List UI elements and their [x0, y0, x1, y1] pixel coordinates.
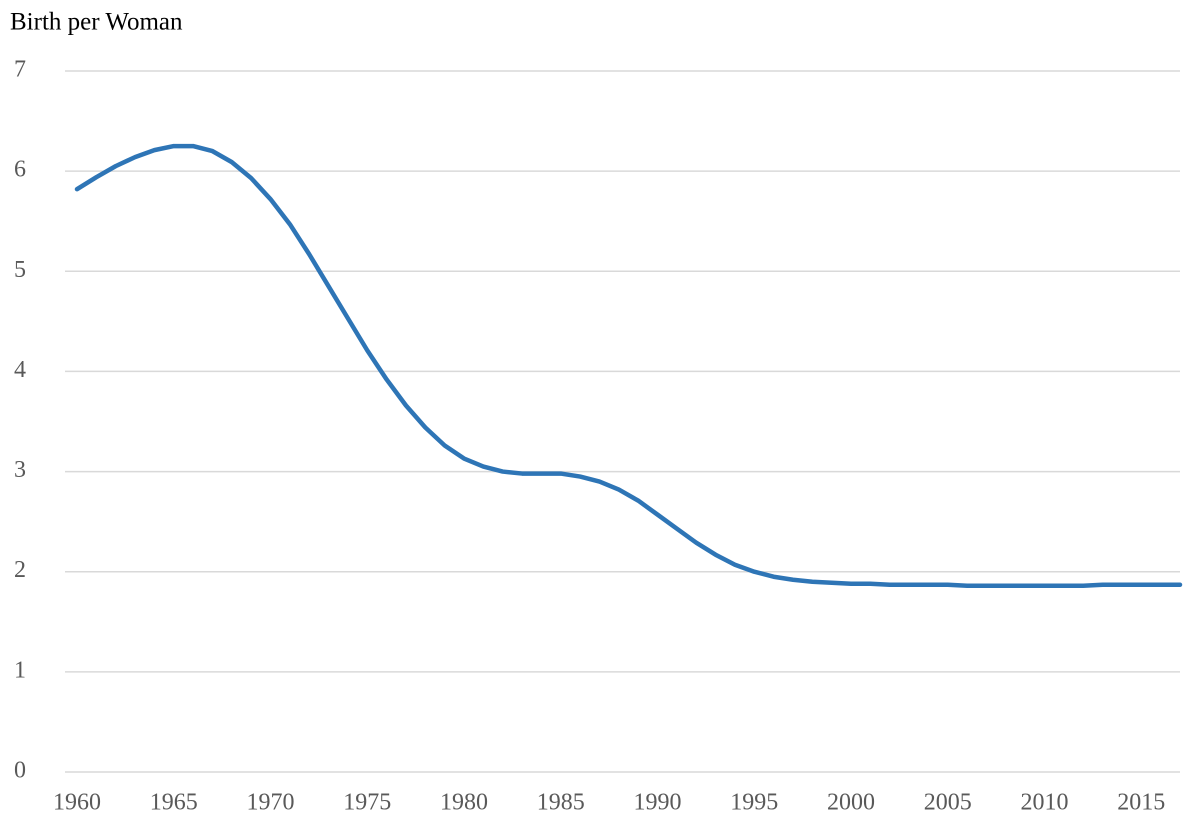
y-axis-title: Birth per Woman	[10, 9, 183, 36]
y-tick-label: 2	[14, 557, 26, 583]
x-tick-label: 1995	[730, 790, 778, 816]
x-tick-label: 1975	[343, 790, 391, 816]
x-tick-label: 1970	[247, 790, 295, 816]
y-tick-label: 7	[14, 57, 26, 83]
x-tick-label: 1990	[634, 790, 682, 816]
x-tick-label: 2000	[827, 790, 875, 816]
x-tick-label: 1980	[440, 790, 488, 816]
y-tick-label: 4	[14, 357, 26, 383]
x-tick-label: 2005	[924, 790, 972, 816]
x-tick-label: 2015	[1117, 790, 1165, 816]
x-tick-label: 1960	[53, 790, 101, 816]
y-tick-label: 3	[14, 457, 26, 483]
y-tick-label: 5	[14, 257, 26, 283]
x-tick-label: 1965	[150, 790, 198, 816]
y-tick-label: 6	[14, 157, 26, 183]
line	[74, 143, 1183, 588]
x-tick-label: 2010	[1021, 790, 1069, 816]
y-tick-label: 1	[14, 657, 26, 683]
y-tick-label: 0	[14, 758, 26, 784]
x-tick-label: 1985	[537, 790, 585, 816]
